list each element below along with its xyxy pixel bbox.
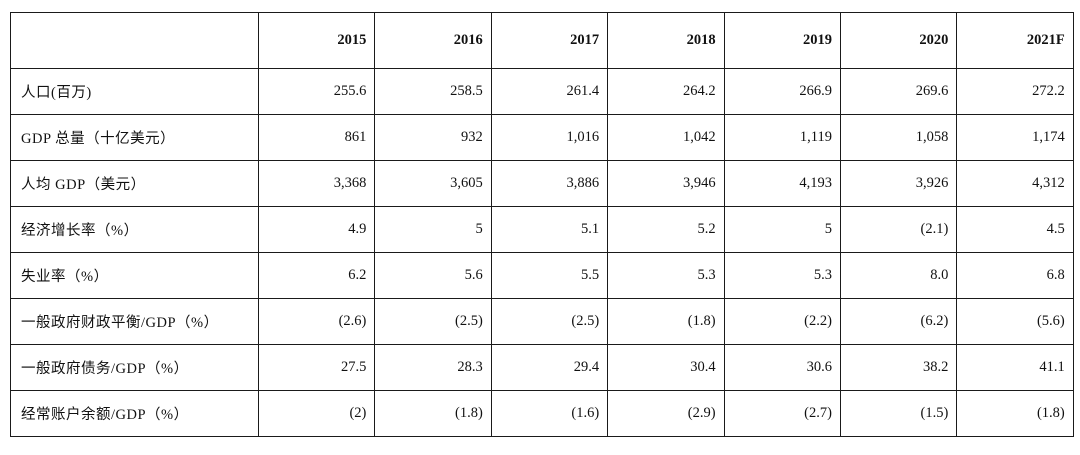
table-cell: 255.6 — [257, 68, 376, 115]
row-label: 经济增长率（%） — [10, 206, 259, 253]
table-cell: 5 — [723, 206, 841, 253]
table-cell: 258.5 — [374, 68, 492, 115]
table-cell: (1.8) — [956, 390, 1074, 437]
row-label: 失业率（%） — [10, 252, 259, 299]
table-cell: (1.8) — [374, 390, 492, 437]
table-cell: 28.3 — [374, 344, 492, 391]
table-cell: (5.6) — [956, 298, 1074, 345]
row-label: 人口(百万) — [10, 68, 259, 115]
table-cell: 5.1 — [490, 206, 609, 253]
table-cell: 1,119 — [723, 114, 841, 161]
table-cell: 1,016 — [490, 114, 609, 161]
row-label: GDP 总量（十亿美元） — [10, 114, 259, 161]
table-cell: 264.2 — [607, 68, 725, 115]
table-cell: 5.3 — [607, 252, 725, 299]
table-cell: 3,368 — [257, 160, 376, 207]
table-row: 人口(百万) 255.6 258.5 261.4 264.2 266.9 269… — [10, 68, 1074, 115]
header-year-cell: 2020 — [839, 12, 958, 69]
row-label: 经常账户余额/GDP（%） — [10, 390, 259, 437]
table-row: 一般政府债务/GDP（%） 27.5 28.3 29.4 30.4 30.6 3… — [10, 344, 1074, 391]
table-row: 人均 GDP（美元） 3,368 3,605 3,886 3,946 4,193… — [10, 160, 1074, 207]
table-cell: 3,926 — [839, 160, 958, 207]
table-cell: 6.2 — [257, 252, 376, 299]
table-cell: 4.5 — [956, 206, 1074, 253]
table-cell: 4.9 — [257, 206, 376, 253]
table-cell: 5.2 — [607, 206, 725, 253]
table-cell: 5.5 — [490, 252, 609, 299]
table-cell: (2.1) — [839, 206, 958, 253]
table-cell: (2.5) — [374, 298, 492, 345]
table-cell: 272.2 — [956, 68, 1074, 115]
table-cell: 5 — [374, 206, 492, 253]
table-cell: (2) — [257, 390, 376, 437]
table-cell: 41.1 — [956, 344, 1074, 391]
table-row: GDP 总量（十亿美元） 861 932 1,016 1,042 1,119 1… — [10, 114, 1074, 161]
row-label: 一般政府债务/GDP（%） — [10, 344, 259, 391]
table-row: 经济增长率（%） 4.9 5 5.1 5.2 5 (2.1) 4.5 — [10, 206, 1074, 253]
table-cell: (1.6) — [490, 390, 609, 437]
table-cell: 8.0 — [839, 252, 958, 299]
header-year-cell: 2017 — [490, 12, 609, 69]
table-cell: 38.2 — [839, 344, 958, 391]
table-cell: 29.4 — [490, 344, 609, 391]
table-cell: 5.3 — [723, 252, 841, 299]
header-year-cell: 2016 — [374, 12, 492, 69]
table-cell: 861 — [257, 114, 376, 161]
table-cell: 5.6 — [374, 252, 492, 299]
table-header-row: 2015 2016 2017 2018 2019 2020 2021F — [10, 12, 1074, 69]
table-cell: (1.8) — [607, 298, 725, 345]
table-row: 经常账户余额/GDP（%） (2) (1.8) (1.6) (2.9) (2.7… — [10, 390, 1074, 437]
table-cell: 3,605 — [374, 160, 492, 207]
table-cell: (1.5) — [839, 390, 958, 437]
header-year-cell: 2019 — [723, 12, 841, 69]
table-cell: 1,174 — [956, 114, 1074, 161]
table-cell: 27.5 — [257, 344, 376, 391]
table-cell: 30.4 — [607, 344, 725, 391]
table-cell: 3,886 — [490, 160, 609, 207]
table-row: 一般政府财政平衡/GDP（%） (2.6) (2.5) (2.5) (1.8) … — [10, 298, 1074, 345]
table-cell: 4,193 — [723, 160, 841, 207]
table-row: 失业率（%） 6.2 5.6 5.5 5.3 5.3 8.0 6.8 — [10, 252, 1074, 299]
table-cell: 269.6 — [839, 68, 958, 115]
table-cell: 30.6 — [723, 344, 841, 391]
table-cell: 266.9 — [723, 68, 841, 115]
economic-indicators-table: 2015 2016 2017 2018 2019 2020 2021F 人口(百… — [10, 12, 1074, 437]
row-label: 人均 GDP（美元） — [10, 160, 259, 207]
header-corner-cell — [10, 12, 259, 69]
table-cell: (2.2) — [723, 298, 841, 345]
header-year-cell: 2018 — [607, 12, 725, 69]
table-cell: (2.5) — [490, 298, 609, 345]
table-cell: (2.6) — [257, 298, 376, 345]
table-cell: (2.9) — [607, 390, 725, 437]
table-cell: 6.8 — [956, 252, 1074, 299]
header-year-cell: 2015 — [257, 12, 376, 69]
table-cell: 4,312 — [956, 160, 1074, 207]
table-cell: 1,042 — [607, 114, 725, 161]
table-cell: 1,058 — [839, 114, 958, 161]
table-cell: 3,946 — [607, 160, 725, 207]
table-cell: 261.4 — [490, 68, 609, 115]
table-cell: 932 — [374, 114, 492, 161]
table-cell: (2.7) — [723, 390, 841, 437]
header-year-cell: 2021F — [956, 12, 1074, 69]
table-cell: (6.2) — [839, 298, 958, 345]
row-label: 一般政府财政平衡/GDP（%） — [10, 298, 259, 345]
